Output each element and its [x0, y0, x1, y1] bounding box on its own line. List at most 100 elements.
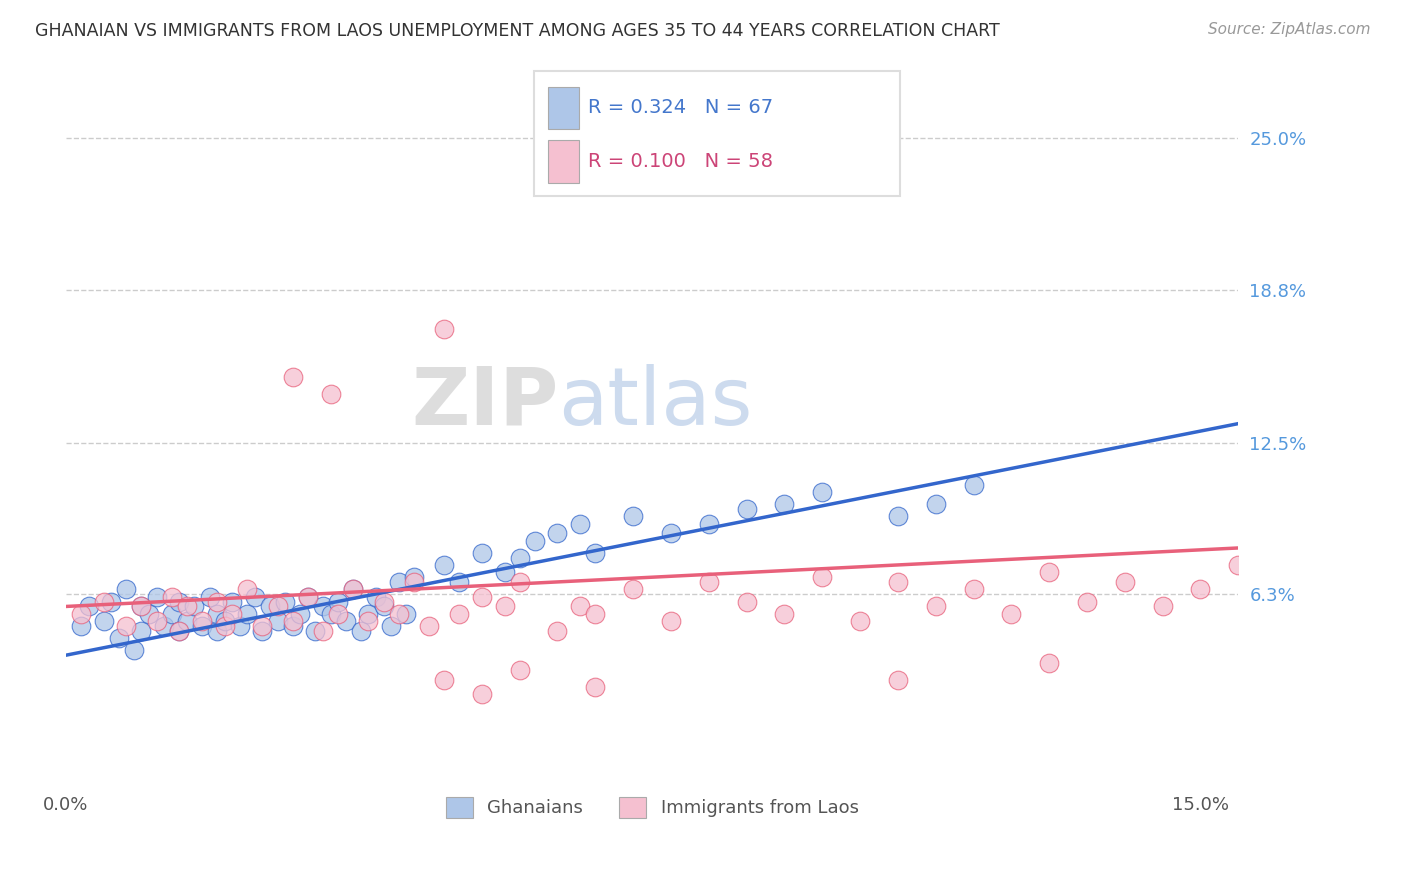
Point — [569, 516, 592, 531]
Point — [1076, 594, 1098, 608]
Point — [433, 558, 456, 572]
Point — [659, 526, 682, 541]
Point — [326, 594, 349, 608]
Point — [297, 590, 319, 604]
Point — [925, 497, 948, 511]
Point — [160, 607, 183, 621]
Point — [93, 614, 115, 628]
Point — [77, 599, 100, 614]
Point — [1038, 566, 1060, 580]
Point — [93, 594, 115, 608]
Point — [373, 594, 395, 608]
Point — [236, 582, 259, 597]
Point — [887, 575, 910, 590]
Point — [697, 516, 720, 531]
Point — [70, 619, 93, 633]
Point — [259, 599, 281, 614]
Point — [205, 624, 228, 638]
Point — [274, 594, 297, 608]
Text: R = 0.324   N = 67: R = 0.324 N = 67 — [588, 98, 773, 118]
Point — [236, 607, 259, 621]
Point — [1340, 277, 1362, 292]
Point — [145, 590, 167, 604]
Point — [131, 624, 153, 638]
Point — [1189, 582, 1212, 597]
Point — [183, 599, 205, 614]
Point — [100, 594, 122, 608]
Point — [70, 607, 93, 621]
Point — [547, 526, 569, 541]
Point — [252, 619, 274, 633]
Point — [583, 680, 606, 694]
Point — [583, 607, 606, 621]
Point — [494, 599, 516, 614]
Point — [319, 387, 342, 401]
Point — [621, 582, 644, 597]
Point — [131, 599, 153, 614]
Point — [290, 607, 312, 621]
Point — [1038, 656, 1060, 670]
Point — [357, 607, 380, 621]
Point — [243, 590, 266, 604]
Point — [395, 607, 418, 621]
Text: GHANAIAN VS IMMIGRANTS FROM LAOS UNEMPLOYMENT AMONG AGES 35 TO 44 YEARS CORRELAT: GHANAIAN VS IMMIGRANTS FROM LAOS UNEMPLO… — [35, 22, 1000, 40]
Point — [169, 624, 191, 638]
Point — [849, 614, 872, 628]
Point — [297, 590, 319, 604]
Point — [402, 570, 425, 584]
Point — [569, 599, 592, 614]
Point — [326, 607, 349, 621]
Point — [169, 594, 191, 608]
Point — [312, 599, 335, 614]
Point — [115, 619, 138, 633]
Point — [433, 673, 456, 687]
Point — [281, 370, 304, 384]
Point — [214, 619, 236, 633]
Point — [583, 546, 606, 560]
Point — [433, 321, 456, 335]
Point — [697, 575, 720, 590]
Point — [418, 619, 440, 633]
Point — [145, 614, 167, 628]
Point — [373, 599, 395, 614]
Point — [221, 594, 243, 608]
Point — [887, 673, 910, 687]
Legend: Ghanaians, Immigrants from Laos: Ghanaians, Immigrants from Laos — [439, 789, 866, 825]
Point — [1152, 599, 1174, 614]
Point — [735, 502, 758, 516]
Point — [281, 619, 304, 633]
Point — [380, 619, 402, 633]
Point — [115, 582, 138, 597]
Point — [252, 624, 274, 638]
Point — [169, 624, 191, 638]
Point — [122, 643, 145, 657]
Point — [509, 663, 531, 677]
Point — [1227, 558, 1250, 572]
Point — [205, 607, 228, 621]
Point — [229, 619, 252, 633]
Point — [887, 509, 910, 524]
Point — [471, 546, 494, 560]
Point — [153, 619, 176, 633]
Point — [191, 619, 214, 633]
Point — [547, 624, 569, 638]
Point — [176, 614, 198, 628]
Point — [176, 599, 198, 614]
Point — [335, 614, 357, 628]
Point — [138, 607, 160, 621]
Text: Source: ZipAtlas.com: Source: ZipAtlas.com — [1208, 22, 1371, 37]
Point — [494, 566, 516, 580]
Point — [350, 624, 373, 638]
Point — [621, 509, 644, 524]
Point — [735, 594, 758, 608]
Text: atlas: atlas — [558, 364, 752, 442]
Point — [523, 533, 546, 548]
Point — [962, 477, 984, 491]
Point — [107, 631, 129, 645]
Point — [191, 614, 214, 628]
Text: ZIP: ZIP — [411, 364, 558, 442]
Point — [342, 582, 364, 597]
Point — [962, 582, 984, 597]
Point — [364, 590, 387, 604]
Point — [471, 687, 494, 701]
